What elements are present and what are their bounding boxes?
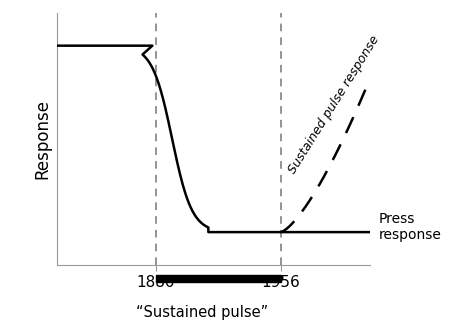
Y-axis label: Response: Response [33,99,51,179]
Text: Press
response: Press response [379,212,442,242]
Text: “Sustained pulse”
disturbance: “Sustained pulse” disturbance [137,305,269,323]
Bar [155,275,281,282]
Text: Sustained pulse response: Sustained pulse response [286,33,382,176]
